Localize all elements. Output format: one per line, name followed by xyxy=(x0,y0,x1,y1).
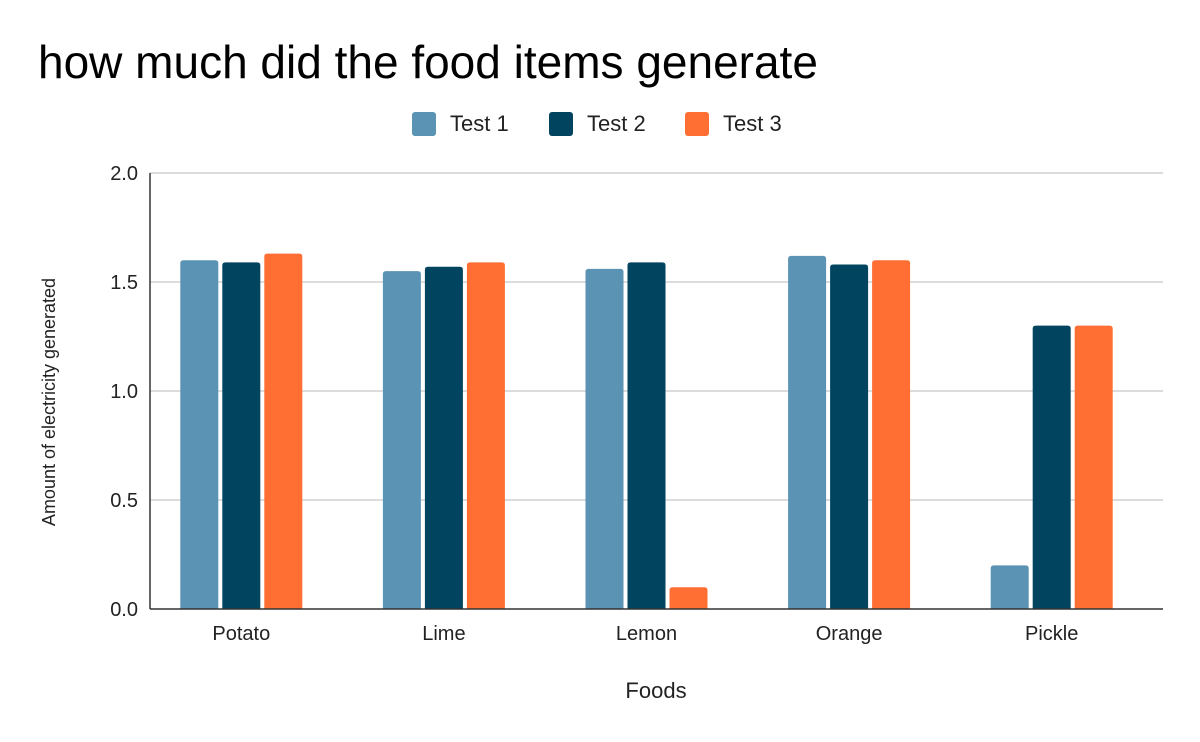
legend-label: Test 1 xyxy=(450,111,509,136)
bar-test-1-lemon xyxy=(585,268,624,609)
bar-test-2-pickle xyxy=(1032,325,1071,609)
bars xyxy=(180,253,1113,609)
bar-test-2-orange xyxy=(830,264,869,609)
bar-test-1-orange xyxy=(788,255,827,609)
y-tick-label: 0.0 xyxy=(110,599,138,621)
x-axis-label: Foods xyxy=(625,678,686,703)
bar-test-1-potato xyxy=(180,260,219,609)
chart-title: how much did the food items generate xyxy=(38,36,818,88)
legend-label: Test 3 xyxy=(723,111,782,136)
legend-item: Test 2 xyxy=(549,111,646,136)
legend-item: Test 3 xyxy=(685,111,782,136)
legend-swatch xyxy=(685,112,709,136)
bar-test-3-pickle xyxy=(1074,325,1113,609)
bar-test-2-lime xyxy=(424,266,463,609)
bar-test-1-lime xyxy=(382,271,421,609)
y-axis-ticks: 0.0 0.5 1.0 1.5 2.0 xyxy=(110,163,138,621)
bar-test-3-orange xyxy=(872,260,911,609)
x-axis-ticks: Potato Lime Lemon Orange Pickle xyxy=(212,623,1078,645)
bar-test-2-potato xyxy=(222,262,261,609)
x-tick-label: Lime xyxy=(422,623,465,645)
y-tick-label: 1.0 xyxy=(110,381,138,403)
x-tick-label: Potato xyxy=(212,623,270,645)
x-tick-label: Pickle xyxy=(1025,623,1078,645)
legend-item: Test 1 xyxy=(412,111,509,136)
bar-test-3-potato xyxy=(264,253,303,609)
legend-label: Test 2 xyxy=(587,111,646,136)
bar-test-1-pickle xyxy=(990,565,1029,609)
bar-test-3-lemon xyxy=(669,587,708,609)
x-tick-label: Orange xyxy=(816,623,883,645)
y-tick-label: 2.0 xyxy=(110,163,138,185)
y-tick-label: 0.5 xyxy=(110,490,138,512)
bar-test-2-lemon xyxy=(627,262,666,609)
legend: Test 1 Test 2 Test 3 xyxy=(412,111,782,136)
x-tick-label: Lemon xyxy=(616,623,677,645)
y-tick-label: 1.5 xyxy=(110,272,138,294)
legend-swatch xyxy=(549,112,573,136)
legend-swatch xyxy=(412,112,436,136)
bar-test-3-lime xyxy=(466,262,505,609)
y-axis-label: Amount of electricity generated xyxy=(39,278,59,526)
